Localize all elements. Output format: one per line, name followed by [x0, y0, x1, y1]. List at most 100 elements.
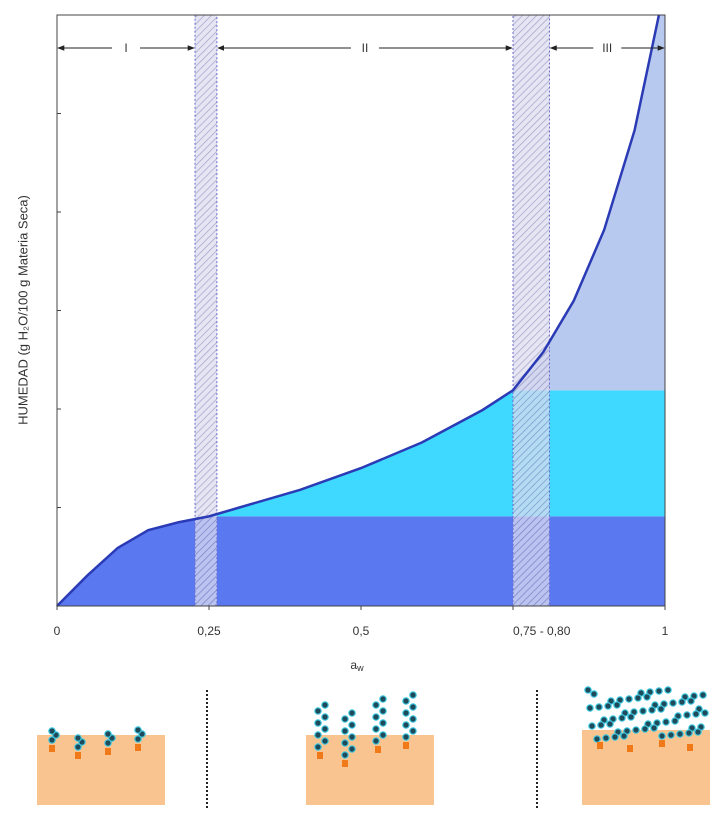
molecule — [604, 702, 612, 710]
molecule — [593, 735, 601, 743]
x-axis-label: aw — [350, 658, 364, 673]
molecule — [643, 693, 651, 701]
molecule — [48, 727, 56, 735]
molecule — [341, 739, 349, 747]
molecule — [321, 725, 329, 733]
molecule — [402, 733, 410, 741]
transition-band — [512, 14, 550, 607]
molecule — [341, 715, 349, 723]
moisture-region — [57, 390, 665, 517]
molecule — [641, 725, 649, 733]
molecule — [348, 721, 356, 729]
molecule — [314, 707, 322, 715]
molecule — [379, 695, 387, 703]
anchor — [135, 744, 141, 751]
molecule — [692, 710, 700, 718]
molecule — [685, 729, 693, 737]
molecule — [348, 745, 356, 753]
anchor — [597, 742, 603, 749]
molecule — [648, 706, 656, 714]
molecule — [74, 743, 82, 751]
regions — [57, 15, 665, 606]
anchor — [403, 742, 409, 749]
molecule — [625, 695, 633, 703]
x-axis-label-sub: w — [356, 663, 364, 673]
molecule — [588, 722, 596, 730]
molecule — [321, 701, 329, 709]
molecule — [606, 720, 614, 728]
transition-band — [194, 14, 218, 607]
molecule — [669, 699, 677, 707]
molecule — [613, 701, 621, 709]
molecule — [314, 719, 322, 727]
molecule — [699, 691, 707, 699]
molecule — [314, 743, 322, 751]
molecule — [402, 709, 410, 717]
anchor — [687, 744, 693, 751]
molecule — [664, 686, 672, 694]
molecule — [341, 727, 349, 735]
molecule — [683, 711, 691, 719]
molecule — [618, 714, 626, 722]
illustrations — [37, 686, 710, 810]
isotherm-curve — [56, 14, 661, 607]
molecule — [379, 731, 387, 739]
molecule — [379, 707, 387, 715]
molecule — [134, 726, 142, 734]
molecule — [671, 717, 679, 725]
molecule — [409, 691, 417, 699]
molecule — [662, 718, 670, 726]
molecule — [372, 725, 380, 733]
molecule — [627, 713, 635, 721]
molecule — [402, 721, 410, 729]
molecule — [687, 697, 695, 705]
moisture-region — [57, 15, 665, 391]
x-tick-label: 0,5 — [353, 624, 370, 638]
molecule — [402, 697, 410, 705]
molecule — [409, 727, 417, 735]
x-tick-label: 1 — [662, 624, 669, 638]
zone-label: III — [602, 41, 612, 55]
zone-label: I — [124, 41, 127, 55]
molecule — [694, 728, 702, 736]
molecule — [314, 731, 322, 739]
molecule — [657, 705, 665, 713]
molecule — [348, 709, 356, 717]
molecule — [655, 687, 663, 695]
molecule — [134, 735, 142, 743]
molecule — [676, 730, 684, 738]
x-tick-label: 0,25 — [197, 624, 221, 638]
anchor — [105, 748, 111, 755]
molecule — [372, 737, 380, 745]
anchor — [49, 745, 55, 752]
molecule — [104, 730, 112, 738]
molecule — [74, 734, 82, 742]
molecule — [586, 704, 594, 712]
molecule — [341, 751, 349, 759]
molecule — [48, 736, 56, 744]
anchor — [342, 760, 348, 767]
molecule — [611, 733, 619, 741]
x-axis-label-main: a — [350, 658, 357, 672]
anchor — [375, 746, 381, 753]
x-tick-label: 0,75 - 0,80 — [513, 624, 571, 638]
molecule — [701, 709, 709, 717]
molecule — [650, 724, 658, 732]
molecule — [634, 694, 642, 702]
molecule — [602, 734, 610, 742]
molecule — [348, 733, 356, 741]
molecule — [632, 726, 640, 734]
anchor — [659, 740, 665, 747]
molecule — [321, 713, 329, 721]
anchor — [75, 752, 81, 759]
anchor — [317, 752, 323, 759]
anchor — [627, 745, 633, 752]
molecule — [584, 686, 592, 694]
molecule — [590, 690, 598, 698]
y-axis-label: HUMEDAD (g H₂O/100 g Materia Seca) — [15, 195, 30, 425]
moisture-region — [57, 516, 665, 606]
molecule — [658, 732, 666, 740]
molecule — [595, 703, 603, 711]
molecule — [104, 739, 112, 747]
